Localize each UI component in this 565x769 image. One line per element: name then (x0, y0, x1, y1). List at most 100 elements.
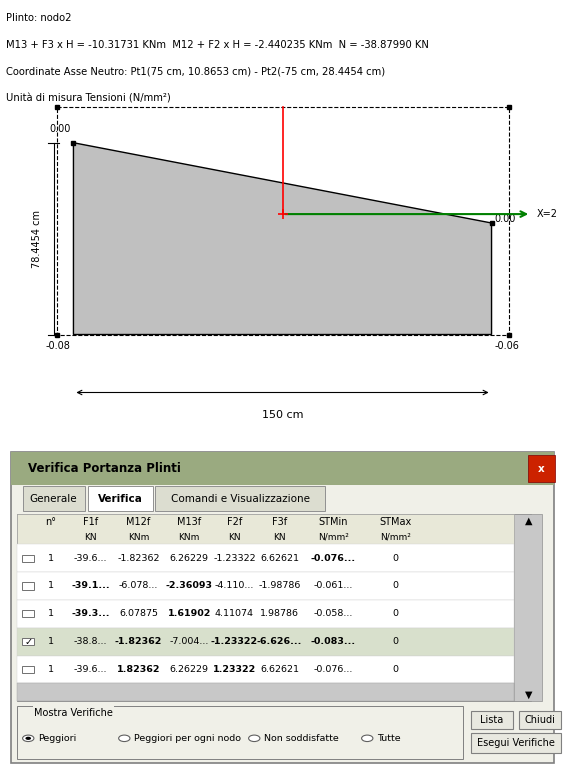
Text: -0.076...: -0.076... (311, 554, 356, 563)
Text: KN: KN (84, 533, 97, 542)
Text: Peggiori per ogni nodo: Peggiori per ogni nodo (134, 734, 241, 743)
Text: STMin: STMin (319, 518, 348, 528)
FancyBboxPatch shape (11, 452, 554, 763)
FancyBboxPatch shape (528, 455, 555, 482)
Polygon shape (73, 143, 492, 335)
Text: 1.98786: 1.98786 (260, 609, 299, 618)
Text: Comandi e Visualizzazione: Comandi e Visualizzazione (171, 494, 310, 504)
Text: ▼: ▼ (524, 690, 532, 700)
Text: -39.1...: -39.1... (71, 581, 110, 591)
FancyBboxPatch shape (155, 487, 325, 511)
FancyBboxPatch shape (17, 655, 514, 684)
Text: Verifica Portanza Plinti: Verifica Portanza Plinti (28, 462, 181, 475)
Text: 0.00: 0.00 (494, 214, 516, 224)
Text: x: x (538, 464, 545, 474)
Text: 0: 0 (393, 581, 398, 591)
Text: M12f: M12f (127, 518, 150, 528)
Text: Chiudi: Chiudi (524, 714, 555, 724)
Text: 78.4454 cm: 78.4454 cm (32, 210, 42, 268)
Text: -4.110...: -4.110... (215, 581, 254, 591)
Text: 1.61902: 1.61902 (168, 609, 211, 618)
Text: -39.6...: -39.6... (73, 554, 107, 563)
Text: -0.06: -0.06 (494, 341, 519, 351)
Text: Coordinate Asse Neutro: Pt1(75 cm, 10.8653 cm) - Pt2(-75 cm, 28.4454 cm): Coordinate Asse Neutro: Pt1(75 cm, 10.86… (6, 67, 385, 77)
Text: n°: n° (45, 518, 57, 528)
Text: -2.36093: -2.36093 (166, 581, 213, 591)
Text: X=2: X=2 (537, 209, 558, 219)
Text: -0.058...: -0.058... (314, 609, 353, 618)
Text: Tutte: Tutte (377, 734, 401, 743)
Text: 0: 0 (393, 665, 398, 674)
FancyBboxPatch shape (17, 600, 514, 628)
Text: 6.07875: 6.07875 (119, 609, 158, 618)
Text: Unità di misura Tensioni (N/mm²): Unità di misura Tensioni (N/mm²) (6, 94, 171, 104)
Text: 1.23322: 1.23322 (213, 665, 256, 674)
Text: -39.3...: -39.3... (71, 609, 110, 618)
Text: 1: 1 (48, 581, 54, 591)
Text: 6.26229: 6.26229 (170, 554, 209, 563)
Text: 1: 1 (48, 665, 54, 674)
Text: KN: KN (228, 533, 241, 542)
FancyBboxPatch shape (22, 638, 34, 645)
Text: Non soddisfatte: Non soddisfatte (264, 734, 339, 743)
Text: M13 + F3 x H = -10.31731 KNm  M12 + F2 x H = -2.440235 KNm  N = -38.87990 KN: M13 + F3 x H = -10.31731 KNm M12 + F2 x … (6, 40, 428, 50)
Text: 150 cm: 150 cm (262, 411, 303, 421)
FancyBboxPatch shape (514, 514, 542, 701)
Text: 6.62621: 6.62621 (260, 554, 299, 563)
FancyBboxPatch shape (22, 554, 34, 561)
Text: Verifica: Verifica (98, 494, 142, 504)
FancyBboxPatch shape (17, 544, 514, 572)
FancyBboxPatch shape (17, 572, 514, 600)
Text: M13f: M13f (177, 518, 201, 528)
Text: -1.82362: -1.82362 (117, 554, 160, 563)
Text: F2f: F2f (227, 518, 242, 528)
Text: 0: 0 (393, 554, 398, 563)
FancyBboxPatch shape (17, 706, 463, 759)
Circle shape (362, 735, 373, 741)
Text: KNm: KNm (179, 533, 200, 542)
Text: 6.62621: 6.62621 (260, 665, 299, 674)
Text: Generale: Generale (30, 494, 77, 504)
Text: -0.076...: -0.076... (314, 665, 353, 674)
FancyBboxPatch shape (471, 734, 561, 753)
Text: -1.82362: -1.82362 (115, 638, 162, 646)
FancyBboxPatch shape (11, 452, 554, 484)
Text: KN: KN (273, 533, 286, 542)
FancyBboxPatch shape (17, 628, 514, 655)
Text: Peggiori: Peggiori (38, 734, 77, 743)
Text: -39.6...: -39.6... (73, 665, 107, 674)
Text: 0.00: 0.00 (49, 124, 71, 134)
Text: 6.26229: 6.26229 (170, 665, 209, 674)
Text: -6.626...: -6.626... (257, 638, 302, 646)
FancyBboxPatch shape (471, 711, 513, 729)
FancyBboxPatch shape (17, 514, 531, 701)
Text: KNm: KNm (128, 533, 149, 542)
Text: Esegui Verifiche: Esegui Verifiche (477, 738, 555, 748)
Circle shape (23, 735, 34, 741)
Text: -1.23322: -1.23322 (211, 638, 258, 646)
Text: -38.8...: -38.8... (73, 638, 107, 646)
Text: -1.23322: -1.23322 (213, 554, 256, 563)
Text: ✓: ✓ (24, 637, 32, 647)
Text: F3f: F3f (272, 518, 287, 528)
Circle shape (25, 737, 31, 740)
Text: -0.08: -0.08 (46, 341, 71, 351)
Text: Plinto: nodo2: Plinto: nodo2 (6, 13, 71, 23)
Text: N/mm²: N/mm² (380, 533, 411, 542)
FancyBboxPatch shape (17, 514, 514, 544)
FancyBboxPatch shape (23, 487, 85, 511)
FancyBboxPatch shape (88, 487, 153, 511)
Text: Lista: Lista (480, 714, 503, 724)
Text: Mostra Verifiche: Mostra Verifiche (34, 707, 113, 717)
FancyBboxPatch shape (17, 684, 514, 701)
Text: 1.82362: 1.82362 (117, 665, 160, 674)
Text: -0.061...: -0.061... (314, 581, 353, 591)
Text: -1.98786: -1.98786 (259, 581, 301, 591)
FancyBboxPatch shape (22, 582, 34, 590)
Text: ▲: ▲ (524, 515, 532, 525)
Circle shape (249, 735, 260, 741)
Text: 0: 0 (393, 609, 398, 618)
Text: 0: 0 (393, 638, 398, 646)
Text: 1: 1 (48, 638, 54, 646)
Text: 1: 1 (48, 554, 54, 563)
